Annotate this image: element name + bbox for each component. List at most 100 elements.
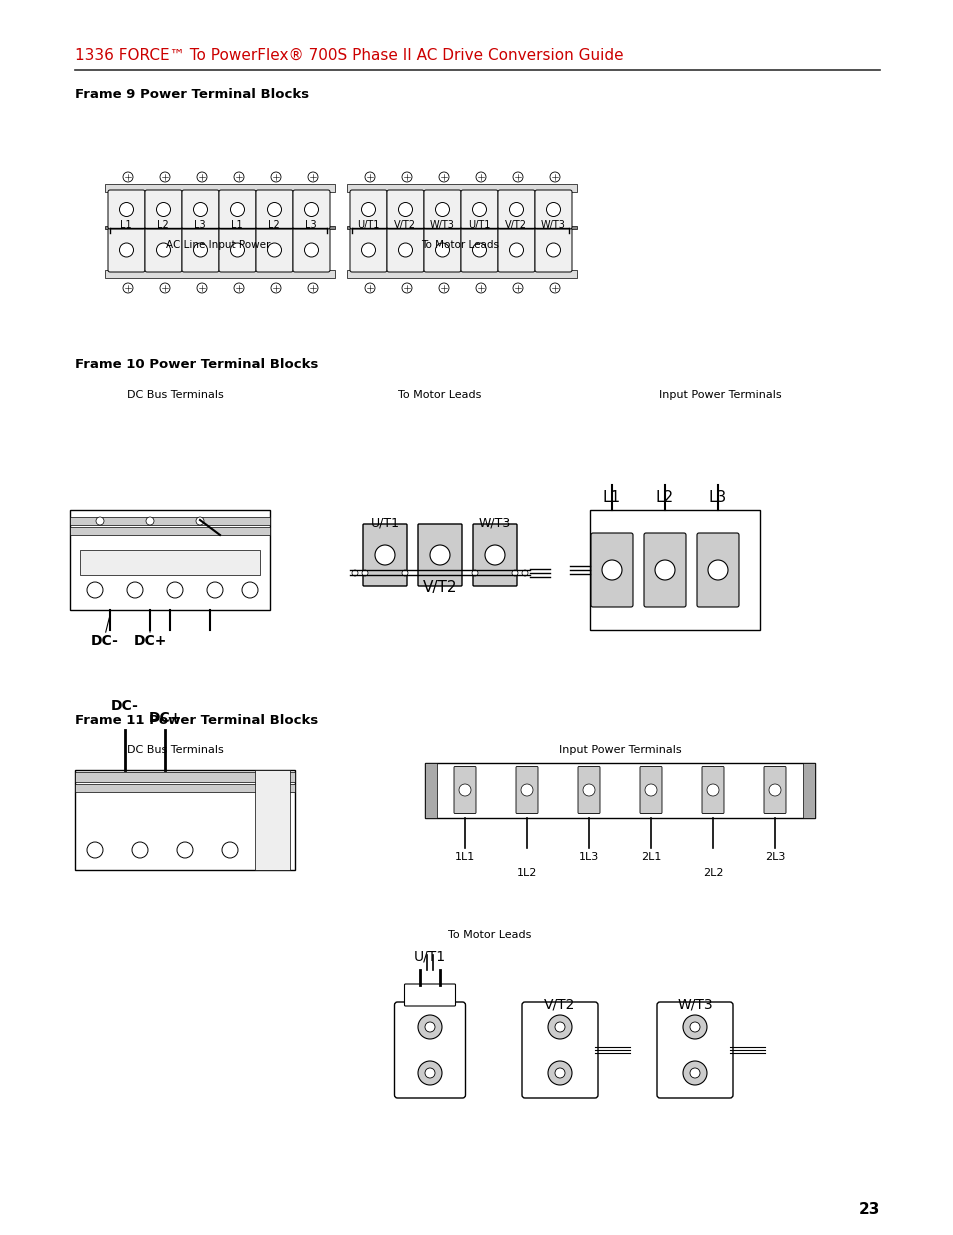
Bar: [105, 270, 335, 278]
Circle shape: [233, 172, 244, 182]
FancyBboxPatch shape: [701, 767, 723, 814]
FancyBboxPatch shape: [293, 190, 330, 228]
FancyBboxPatch shape: [521, 1002, 598, 1098]
FancyBboxPatch shape: [417, 524, 461, 585]
FancyBboxPatch shape: [590, 534, 633, 606]
Bar: [105, 226, 335, 228]
Circle shape: [401, 283, 412, 293]
FancyBboxPatch shape: [293, 228, 330, 272]
FancyBboxPatch shape: [578, 767, 599, 814]
Text: U/T1: U/T1: [467, 220, 490, 230]
Circle shape: [222, 842, 237, 858]
Circle shape: [365, 172, 375, 182]
FancyBboxPatch shape: [404, 984, 455, 1007]
Text: DC+: DC+: [148, 711, 181, 725]
Circle shape: [438, 172, 449, 182]
Text: To Motor Leads: To Motor Leads: [398, 390, 481, 400]
Bar: [70, 517, 270, 525]
Text: W/T3: W/T3: [540, 220, 565, 230]
Text: DC-: DC-: [91, 634, 119, 648]
Circle shape: [520, 784, 533, 797]
Text: W/T3: W/T3: [429, 220, 454, 230]
Bar: [75, 784, 294, 792]
Circle shape: [308, 172, 317, 182]
Circle shape: [233, 283, 244, 293]
Text: 1L2: 1L2: [517, 867, 537, 878]
FancyBboxPatch shape: [697, 534, 739, 606]
Text: L3: L3: [708, 490, 726, 505]
Circle shape: [547, 1015, 572, 1039]
Text: L2: L2: [157, 220, 169, 230]
Circle shape: [271, 283, 281, 293]
FancyBboxPatch shape: [639, 767, 661, 814]
FancyBboxPatch shape: [643, 534, 685, 606]
Circle shape: [231, 203, 244, 216]
Circle shape: [550, 283, 559, 293]
Bar: [424, 762, 436, 818]
Circle shape: [160, 172, 170, 182]
Text: L2: L2: [656, 490, 674, 505]
Circle shape: [472, 243, 486, 257]
Text: Input Power Terminals: Input Power Terminals: [558, 745, 680, 755]
Bar: [105, 184, 335, 191]
FancyBboxPatch shape: [473, 524, 517, 585]
Circle shape: [267, 842, 283, 858]
Circle shape: [127, 582, 143, 598]
Circle shape: [123, 172, 132, 182]
Text: 2L1: 2L1: [640, 852, 660, 862]
Text: V/T2: V/T2: [422, 580, 456, 595]
FancyBboxPatch shape: [350, 190, 387, 228]
Text: Frame 9 Power Terminal Blocks: Frame 9 Power Terminal Blocks: [75, 89, 309, 101]
FancyBboxPatch shape: [350, 228, 387, 272]
Circle shape: [521, 571, 527, 576]
Bar: [802, 762, 814, 818]
Circle shape: [513, 172, 522, 182]
FancyBboxPatch shape: [363, 524, 407, 585]
Circle shape: [472, 571, 477, 576]
Bar: [70, 510, 270, 610]
Circle shape: [644, 784, 657, 797]
Text: 2L3: 2L3: [764, 852, 784, 862]
Circle shape: [509, 243, 523, 257]
Circle shape: [768, 784, 781, 797]
Text: W/T3: W/T3: [677, 997, 712, 1011]
FancyBboxPatch shape: [182, 190, 219, 228]
Bar: [589, 510, 760, 630]
Text: DC Bus Terminals: DC Bus Terminals: [127, 745, 223, 755]
Text: AC Line Input Power: AC Line Input Power: [166, 240, 271, 249]
Circle shape: [424, 1068, 435, 1078]
Circle shape: [304, 203, 318, 216]
FancyBboxPatch shape: [219, 190, 255, 228]
Circle shape: [87, 842, 103, 858]
Circle shape: [193, 203, 208, 216]
Circle shape: [707, 559, 727, 580]
Circle shape: [546, 243, 560, 257]
Circle shape: [361, 571, 368, 576]
Circle shape: [484, 545, 504, 564]
Bar: [75, 772, 294, 782]
Text: Frame 10 Power Terminal Blocks: Frame 10 Power Terminal Blocks: [75, 358, 318, 372]
Text: 23: 23: [858, 1203, 879, 1218]
Circle shape: [546, 203, 560, 216]
FancyBboxPatch shape: [395, 1002, 465, 1098]
Circle shape: [156, 203, 171, 216]
Circle shape: [196, 172, 207, 182]
Circle shape: [398, 243, 412, 257]
Text: V/T2: V/T2: [544, 997, 575, 1011]
Circle shape: [550, 172, 559, 182]
Circle shape: [509, 203, 523, 216]
FancyBboxPatch shape: [255, 190, 293, 228]
Circle shape: [267, 203, 281, 216]
FancyBboxPatch shape: [460, 190, 497, 228]
FancyBboxPatch shape: [108, 228, 145, 272]
Circle shape: [435, 243, 449, 257]
FancyBboxPatch shape: [145, 228, 182, 272]
Circle shape: [156, 243, 171, 257]
Bar: [347, 270, 577, 278]
FancyBboxPatch shape: [460, 228, 497, 272]
Text: DC-: DC-: [111, 699, 139, 713]
Text: L2: L2: [268, 220, 279, 230]
Circle shape: [119, 203, 133, 216]
Circle shape: [601, 559, 621, 580]
FancyBboxPatch shape: [255, 228, 293, 272]
